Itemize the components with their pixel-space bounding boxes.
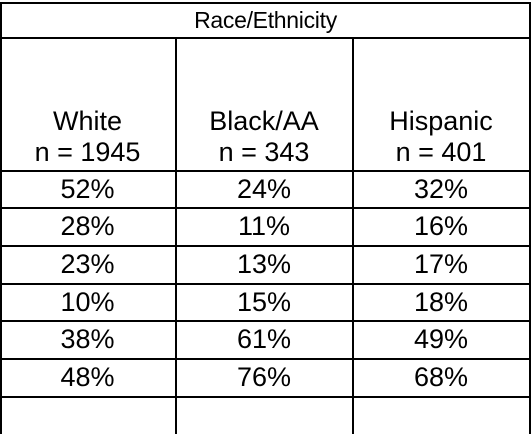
grid-line-row-5	[0, 358, 531, 360]
column-sample-size: n = 343	[218, 137, 310, 167]
table-cell: 16%	[413, 211, 469, 241]
table-cell: 48%	[60, 362, 115, 392]
grid-line-right	[529, 2, 531, 434]
empty-table-cell	[0, 397, 175, 434]
table-cell: 68%	[413, 362, 469, 392]
table-cell: 32%	[413, 173, 469, 204]
table-cell: 17%	[413, 249, 469, 279]
grid-line-row-6	[0, 396, 531, 398]
column-name: Hispanic	[389, 106, 493, 136]
table-cell: 24%	[236, 173, 292, 204]
table-cell: 11%	[237, 211, 291, 241]
grid-line-row-2	[0, 245, 531, 247]
grid-line-under-group-header	[0, 37, 531, 39]
table-cell: 52%	[60, 173, 115, 204]
grid-line-left	[0, 2, 2, 434]
grid-line-row-1	[0, 207, 531, 209]
grid-line-top	[0, 2, 531, 4]
column-sample-size: n = 401	[395, 137, 487, 167]
column-header-hispanic: Hispanic n = 401	[353, 38, 529, 170]
grid-line-row-3	[0, 283, 531, 285]
table-cell: 38%	[60, 324, 115, 354]
column-name: White	[52, 106, 123, 136]
table-cell: 23%	[60, 249, 115, 279]
column-name: Black/AA	[209, 106, 319, 136]
column-sample-size: n = 1945	[34, 137, 141, 167]
grid-line-col-2	[352, 37, 354, 434]
table-cell: 76%	[236, 362, 292, 392]
table-cell: 10%	[60, 286, 115, 317]
grid-line-row-4	[0, 320, 531, 322]
grid-line-under-column-headers	[0, 170, 531, 172]
column-header-black-aa: Black/AA n = 343	[176, 38, 352, 170]
table-cell: 61%	[236, 324, 292, 354]
empty-table-cell	[176, 397, 352, 434]
grid-line-col-1	[175, 37, 177, 434]
table-cell: 28%	[60, 211, 115, 241]
table-cell: 13%	[236, 249, 292, 279]
group-header: Race/Ethnicity	[194, 6, 337, 33]
empty-table-cell	[353, 397, 529, 434]
table-cell: 49%	[413, 324, 469, 354]
table-cell: 15%	[236, 286, 292, 317]
table-cell: 18%	[413, 286, 469, 317]
column-header-white: White n = 1945	[0, 38, 175, 170]
